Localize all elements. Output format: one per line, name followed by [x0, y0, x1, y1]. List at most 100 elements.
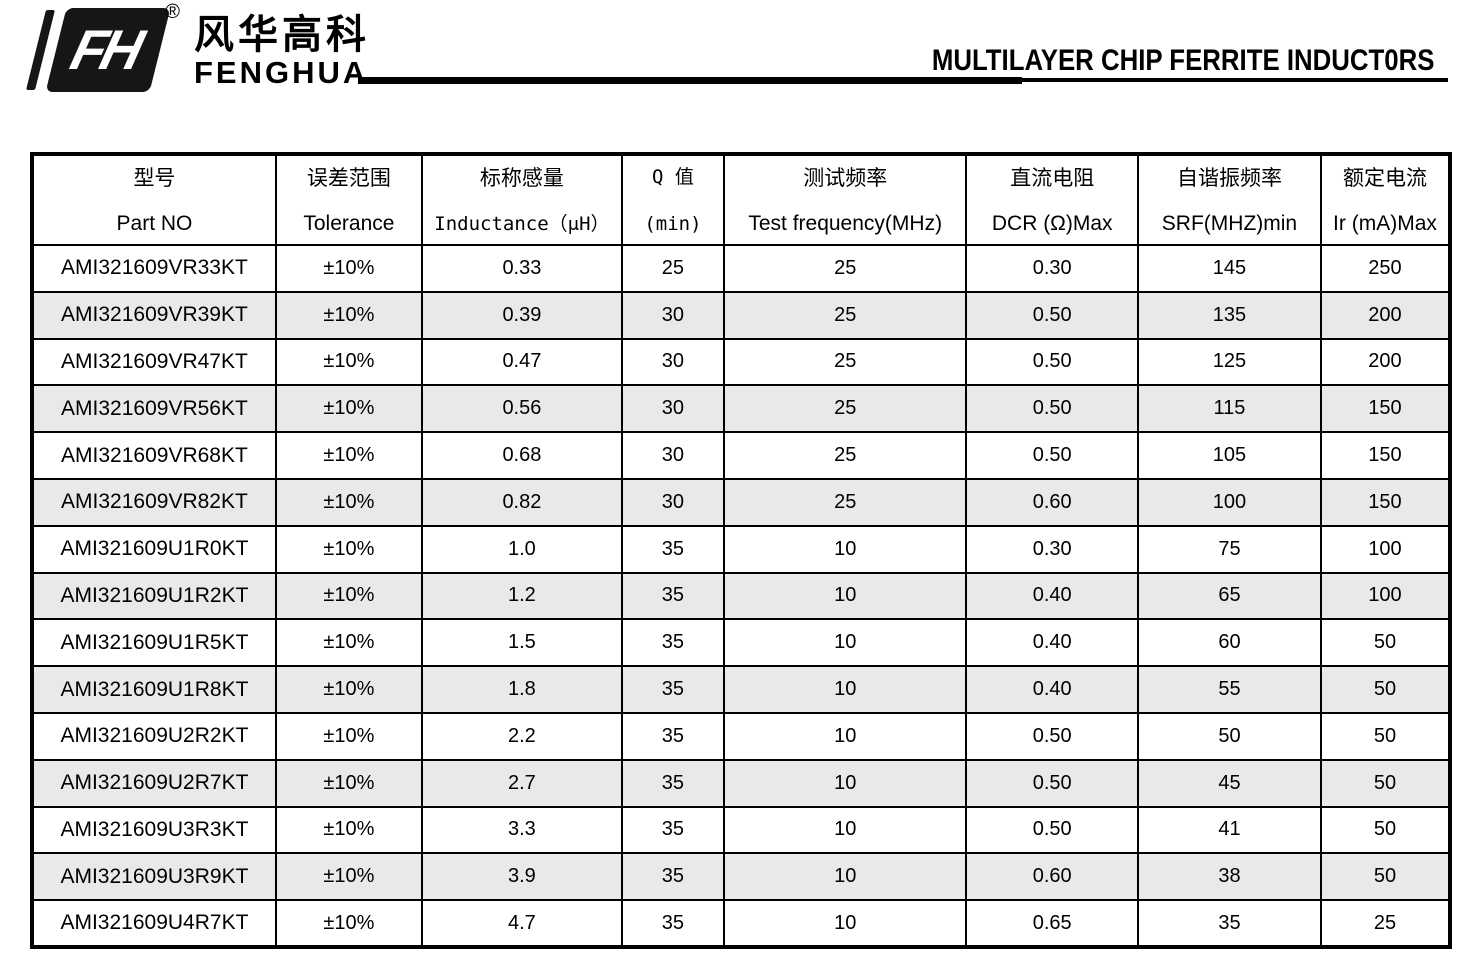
spec-value-cell: 25 [722, 477, 968, 527]
spec-value-cell: 50 [1319, 665, 1452, 714]
table-row: AMI321609U1R5KT ±10% 1.5 35 10 0.40 60 50 [31, 618, 1452, 668]
spec-value-cell: 1.2 [420, 571, 623, 621]
column-header-0: 型号 Part NO [31, 153, 277, 246]
spec-value-cell: 125 [1137, 337, 1322, 387]
spec-value-cell: 0.50 [965, 337, 1139, 387]
part-number-cell: AMI321609VR56KT [31, 384, 277, 434]
spec-value-cell: ±10% [274, 244, 423, 293]
header-rule-thin [1022, 78, 1448, 82]
spec-value-cell: 150 [1319, 431, 1452, 480]
spec-value-cell: 145 [1137, 244, 1322, 293]
spec-value-cell: 1.5 [420, 618, 623, 668]
part-number-cell: AMI321609U2R2KT [31, 711, 277, 761]
column-header-2: 标称感量 Inductance（μH） [420, 153, 623, 246]
part-number-cell: AMI321609U3R3KT [31, 805, 277, 855]
spec-value-cell: 35 [620, 899, 725, 948]
spec-value-cell: 35 [620, 805, 725, 855]
spec-value-cell: 10 [722, 665, 968, 714]
spec-value-cell: 25 [722, 290, 968, 340]
spec-value-cell: 10 [722, 805, 968, 855]
spec-value-cell: 0.68 [420, 431, 623, 480]
table-row: AMI321609U3R3KT ±10% 3.3 35 10 0.50 41 50 [31, 805, 1452, 855]
spec-value-cell: 10 [722, 899, 968, 948]
spec-value-cell: 50 [1319, 758, 1452, 808]
part-number-cell: AMI321609U4R7KT [31, 899, 277, 948]
spec-value-cell: 50 [1319, 805, 1452, 855]
table-row: AMI321609U1R2KT ±10% 1.2 35 10 0.40 65 100 [31, 571, 1452, 621]
spec-value-cell: 0.50 [965, 805, 1139, 855]
spec-value-cell: 0.65 [965, 899, 1139, 948]
spec-value-cell: ±10% [274, 805, 423, 855]
spec-value-cell: 60 [1137, 618, 1322, 668]
part-number-cell: AMI321609VR82KT [31, 477, 277, 527]
column-header-1: 误差范围 Tolerance [274, 153, 423, 246]
logo-monogram: FH [64, 18, 146, 81]
table-row: AMI321609VR68KT ±10% 0.68 30 25 0.50 105 150 [31, 431, 1452, 480]
spec-value-cell: 10 [722, 524, 968, 574]
spec-value-cell: 45 [1137, 758, 1322, 808]
spec-value-cell: 25 [620, 244, 725, 293]
header-rule-thick [358, 77, 1022, 84]
part-number-cell: AMI321609U1R2KT [31, 571, 277, 621]
spec-value-cell: ±10% [274, 337, 423, 387]
spec-value-cell: ±10% [274, 758, 423, 808]
column-header-en: Inductance（μH） [434, 213, 610, 235]
spec-value-cell: 41 [1137, 805, 1322, 855]
table-row: AMI321609U2R7KT ±10% 2.7 35 10 0.50 45 50 [31, 758, 1452, 808]
spec-value-cell: 50 [1319, 711, 1452, 761]
column-header-en: Ir (mA)Max [1333, 212, 1437, 235]
spec-value-cell: 0.33 [420, 244, 623, 293]
spec-value-cell: 3.9 [420, 852, 623, 902]
column-header-en: Tolerance [303, 212, 395, 235]
spec-value-cell: 25 [722, 244, 968, 293]
spec-value-cell: 10 [722, 571, 968, 621]
spec-value-cell: 0.30 [965, 244, 1139, 293]
spec-value-cell: 0.40 [965, 571, 1139, 621]
spec-value-cell: 30 [620, 477, 725, 527]
table-body: AMI321609VR33KT ±10% 0.33 25 25 0.30 145 250 AMI… [31, 244, 1452, 948]
spec-value-cell: 50 [1319, 852, 1452, 902]
spec-value-cell: 30 [620, 290, 725, 340]
table-header-row: 型号 Part NO 误差范围 Tolerance 标称感量 Inductance（μH）… [31, 153, 1452, 246]
part-number-cell: AMI321609VR68KT [31, 431, 277, 480]
column-header-cn: 直流电阻 [1010, 167, 1095, 190]
table-row: AMI321609VR47KT ±10% 0.47 30 25 0.50 125 200 [31, 337, 1452, 387]
table-row: AMI321609VR33KT ±10% 0.33 25 25 0.30 145 250 [31, 244, 1452, 293]
table-row: AMI321609VR56KT ±10% 0.56 30 25 0.50 115 150 [31, 384, 1452, 434]
spec-value-cell: 150 [1319, 477, 1452, 527]
spec-value-cell: 0.30 [965, 524, 1139, 574]
column-header-en: DCR (Ω)Max [991, 212, 1113, 235]
spec-value-cell: 0.50 [965, 711, 1139, 761]
spec-value-cell: 35 [620, 665, 725, 714]
spec-value-cell: 35 [620, 852, 725, 902]
spec-value-cell: 0.40 [965, 618, 1139, 668]
part-number-cell: AMI321609U1R8KT [31, 665, 277, 714]
spec-value-cell: ±10% [274, 711, 423, 761]
spec-value-cell: 30 [620, 431, 725, 480]
column-header-en: Part NO [116, 212, 193, 235]
spec-value-cell: 4.7 [420, 899, 623, 948]
spec-value-cell: 250 [1319, 244, 1452, 293]
registered-trademark-icon: ® [165, 1, 180, 23]
spec-value-cell: 2.2 [420, 711, 623, 761]
column-header-6: 自谐振频率 SRF(MHZ)min [1137, 153, 1322, 246]
page-title: MULTILAYER CHIP FERRITE INDUCT0RS [931, 44, 1434, 77]
spec-value-cell: 1.0 [420, 524, 623, 574]
part-number-cell: AMI321609U1R5KT [31, 618, 277, 668]
spec-value-cell: 10 [722, 711, 968, 761]
spec-value-cell: 100 [1319, 571, 1452, 621]
spec-value-cell: ±10% [274, 571, 423, 621]
spec-value-cell: 35 [1137, 899, 1322, 948]
spec-value-cell: 0.47 [420, 337, 623, 387]
column-header-cn: 型号 [133, 167, 176, 190]
part-number-cell: AMI321609VR47KT [31, 337, 277, 387]
column-header-cn: 标称感量 [479, 167, 564, 190]
spec-value-cell: 0.40 [965, 665, 1139, 714]
spec-value-cell: 75 [1137, 524, 1322, 574]
spec-value-cell: 30 [620, 337, 725, 387]
spec-value-cell: 0.50 [965, 290, 1139, 340]
table-row: AMI321609U3R9KT ±10% 3.9 35 10 0.60 38 50 [31, 852, 1452, 902]
spec-value-cell: 0.50 [965, 758, 1139, 808]
spec-value-cell: 0.50 [965, 384, 1139, 434]
spec-value-cell: 35 [620, 618, 725, 668]
